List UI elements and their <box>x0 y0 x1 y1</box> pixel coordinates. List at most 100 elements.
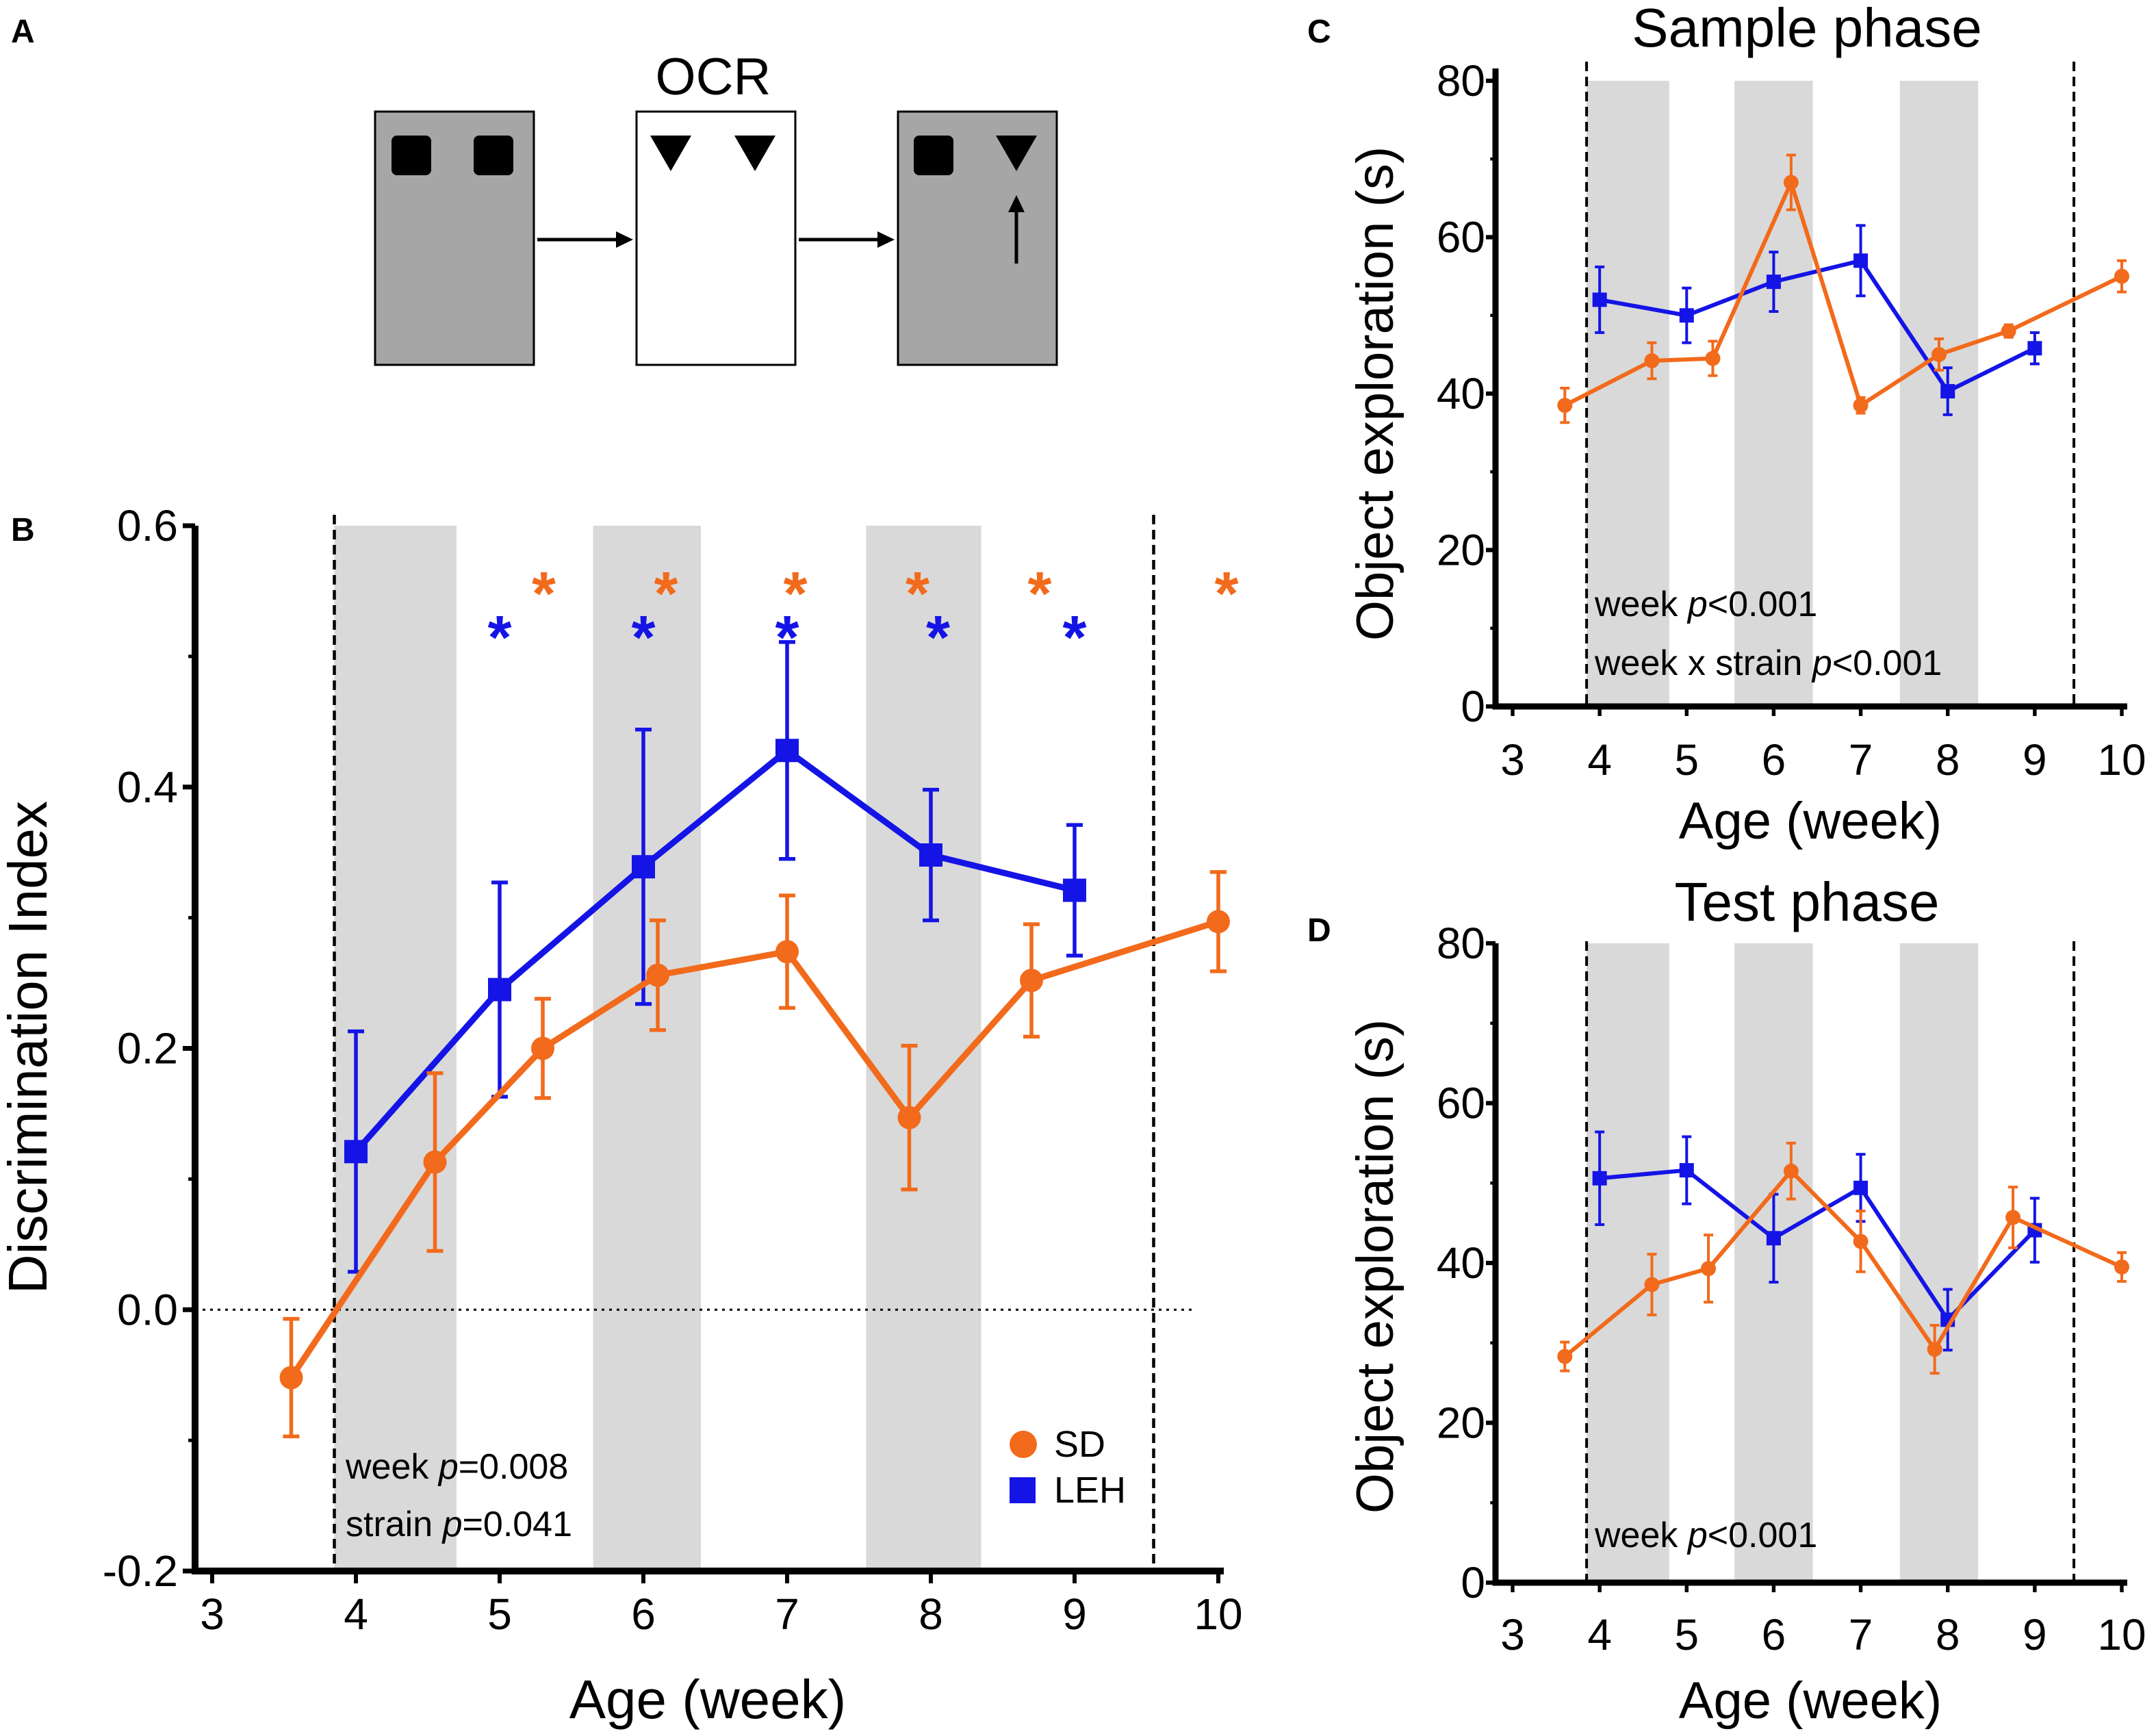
stats-annotations: week p<0.001 week x strain p<0.001 <box>1594 585 1942 683</box>
x-tick-label: 10 <box>1194 1590 1242 1639</box>
y-tick-labels: 0 20 40 60 80 <box>1437 56 1485 731</box>
x-tick-label: 5 <box>1674 1610 1699 1659</box>
data-point-sd <box>1783 1163 1799 1179</box>
shaded-band-3 <box>866 526 981 1571</box>
y-tick-label: 60 <box>1437 1079 1485 1128</box>
x-tick-label: 8 <box>919 1590 943 1639</box>
y-tick-label: 80 <box>1437 56 1485 105</box>
y-tick-label: 20 <box>1437 1399 1485 1448</box>
x-axis-label: Age (week) <box>1679 1672 1942 1730</box>
object-square-familiar <box>914 136 953 175</box>
x-tick-labels: 3 4 5 6 7 8 9 10 <box>1500 735 2146 784</box>
y-tick-label: 0.4 <box>117 763 178 812</box>
data-point-leh <box>1853 1180 1869 1195</box>
x-tick-label: 9 <box>2023 1610 2047 1659</box>
star-sd: * <box>532 560 556 628</box>
data-point-sd <box>423 1150 447 1174</box>
panel-b-chart: B * * * * * ** * * * * -0.20.00.20.40.6 3 4 5 6 7 8 9 10… <box>0 501 1243 1730</box>
x-tick-label: 7 <box>1849 1610 1873 1659</box>
x-tick-labels: 3 4 5 6 7 8 9 10 <box>1500 1610 2146 1659</box>
panel-b-letter: B <box>11 512 35 548</box>
x-tick-labels: 3 4 5 6 7 8 9 10 <box>200 1590 1242 1639</box>
x-tick-label: 7 <box>1849 735 1873 784</box>
guide-lines <box>195 515 1195 1571</box>
data-point-leh <box>1766 275 1781 290</box>
y-tick-label: 0.2 <box>117 1024 178 1073</box>
x-tick-label: 9 <box>1062 1590 1087 1639</box>
data-point-sd <box>1644 1277 1660 1292</box>
object-square-2 <box>474 136 513 175</box>
data-point-leh <box>775 739 799 763</box>
shaded-band-3 <box>1899 81 1979 706</box>
y-tick-label: 40 <box>1437 1238 1485 1288</box>
series-sd <box>1557 153 2129 424</box>
star-sd: * <box>654 560 678 628</box>
data-point-leh <box>1592 292 1607 307</box>
data-point-leh <box>488 978 511 1001</box>
y-tick-label: 0.6 <box>117 501 178 550</box>
x-tick-label: 5 <box>1674 735 1699 784</box>
y-tick-label: 80 <box>1437 919 1485 968</box>
object-triangle-2 <box>734 136 775 171</box>
stats-annotation: week p=0.008 <box>345 1447 568 1487</box>
data-point-sd <box>646 963 669 987</box>
y-tick-label: -0.2 <box>103 1546 178 1596</box>
x-tick-label: 6 <box>631 1590 656 1639</box>
guide-lines <box>1585 941 2076 1583</box>
star-leh: * <box>775 604 799 672</box>
y-axis-label: Object exploration (s) <box>1346 1019 1404 1514</box>
data-point-sd <box>531 1036 554 1060</box>
shaded-regions <box>334 526 981 1571</box>
shaded-band-1 <box>1587 943 1669 1583</box>
legend-leh-marker <box>1010 1477 1036 1503</box>
star-sd: * <box>1214 560 1238 628</box>
shaded-regions <box>1587 81 1979 706</box>
data-point-sd <box>1853 398 1869 413</box>
stats-annotation: week x strain p<0.001 <box>1594 643 1942 683</box>
data-point-sd <box>2114 1259 2129 1275</box>
x-tick-label: 3 <box>1500 735 1525 784</box>
panel-d-chart: D Test phase 0 20 40 60 80 3 4 5 6 7 8 9 10 Age (we… <box>1307 871 2146 1730</box>
arrow-2-head <box>877 231 895 248</box>
series-sd <box>279 870 1230 1439</box>
y-axis-label: Discrimination Index <box>0 801 58 1294</box>
data-point-leh <box>344 1140 368 1164</box>
x-tick-label: 3 <box>1500 1610 1525 1659</box>
guide-lines <box>1585 62 2076 706</box>
data-point-sd <box>1557 398 1573 413</box>
star-sd: * <box>906 560 929 628</box>
shaded-band-1 <box>334 526 457 1571</box>
legend-sd-marker <box>1010 1431 1037 1458</box>
data-point-sd <box>2114 268 2129 284</box>
x-axis-label: Age (week) <box>1679 792 1942 850</box>
data-point-leh <box>632 855 655 879</box>
panel-c-chart: C Sample phase 0 20 40 60 80 3 4 5 6 7 8 9 10 Age (… <box>1307 0 2146 850</box>
data-point-leh <box>1940 384 1955 399</box>
x-tick-label: 3 <box>200 1590 224 1639</box>
data-point-leh <box>1679 1163 1694 1178</box>
stats-annotations: week p<0.001 <box>1594 1516 1817 1555</box>
panel-c-letter: C <box>1307 14 1331 50</box>
y-tick-labels: -0.2 0.0 0.2 0.4 0.6 <box>103 501 178 1596</box>
panel-d-letter: D <box>1307 912 1331 949</box>
significance-stars: * * * * * ** * * * * <box>487 560 1238 672</box>
y-tick-labels: 0 20 40 60 80 <box>1437 919 1485 1607</box>
data-point-leh <box>2027 341 2042 356</box>
stats-annotations: week p=0.008 strain p=0.041 <box>345 1447 572 1544</box>
data-point-sd <box>897 1106 921 1129</box>
axes <box>183 523 1224 1583</box>
data-point-sd <box>2001 323 2016 339</box>
data-point-sd <box>1927 1342 1942 1357</box>
series-sd-line <box>1563 1169 2123 1358</box>
object-triangle-novel <box>996 136 1037 171</box>
shaded-regions <box>1587 943 1979 1583</box>
y-tick-label: 60 <box>1437 213 1485 262</box>
axes <box>1486 941 2127 1592</box>
x-tick-label: 6 <box>1762 735 1786 784</box>
data-point-leh <box>1592 1171 1607 1186</box>
data-point-leh <box>1766 1231 1781 1246</box>
y-tick-label: 0 <box>1461 682 1485 731</box>
x-tick-label: 9 <box>2023 735 2047 784</box>
object-triangle-1 <box>650 136 691 171</box>
